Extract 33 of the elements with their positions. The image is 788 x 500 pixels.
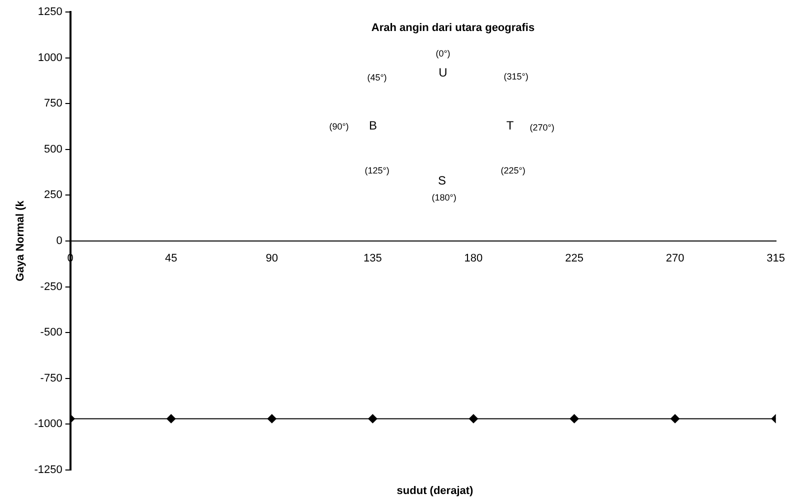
annotation: (125°) — [364, 165, 390, 176]
y-tick-label: 1250 — [38, 6, 62, 18]
annotation: (0°) — [436, 48, 450, 58]
y-tick-label: 0 — [56, 235, 62, 248]
text: Arah angin dari utara geografis — [371, 22, 535, 34]
y-tick-label: -1250 — [34, 464, 62, 476]
annotation: U — [438, 65, 448, 80]
x-tick-label: 135 — [364, 252, 382, 265]
y-tick-label: -750 — [40, 372, 62, 384]
y-tick-label: 500 — [44, 143, 62, 156]
y-tick-label: 250 — [44, 189, 62, 202]
y-tick-label: -250 — [40, 280, 62, 293]
y-tick-label: -1000 — [34, 418, 62, 430]
y-tick-label: 750 — [44, 98, 62, 110]
annotation: S — [438, 173, 446, 188]
x-axis-title: sudut (derajat) — [396, 485, 474, 498]
x-tick-label: 225 — [565, 252, 584, 265]
annotation: (315°) — [504, 71, 528, 82]
annotation: (225°) — [500, 165, 526, 176]
x-tick-label: 315 — [766, 252, 786, 265]
x-tick-label: 45 — [164, 252, 178, 265]
annotation: B — [368, 118, 378, 132]
y-tick-label: 1000 — [38, 52, 62, 64]
y-axis-title: Gaya Normal (k — [14, 200, 27, 282]
annotation: T — [506, 118, 514, 132]
x-tick-label: 180 — [464, 252, 483, 265]
annotation: (90°) — [329, 121, 349, 132]
x-tick-label: 90 — [266, 252, 278, 265]
annotation: (45°) — [367, 72, 387, 82]
y-tick-label: -500 — [40, 326, 62, 339]
annotation: (270°) — [530, 122, 554, 132]
annotation: (180°) — [432, 192, 456, 202]
x-tick-label: 270 — [666, 252, 684, 265]
